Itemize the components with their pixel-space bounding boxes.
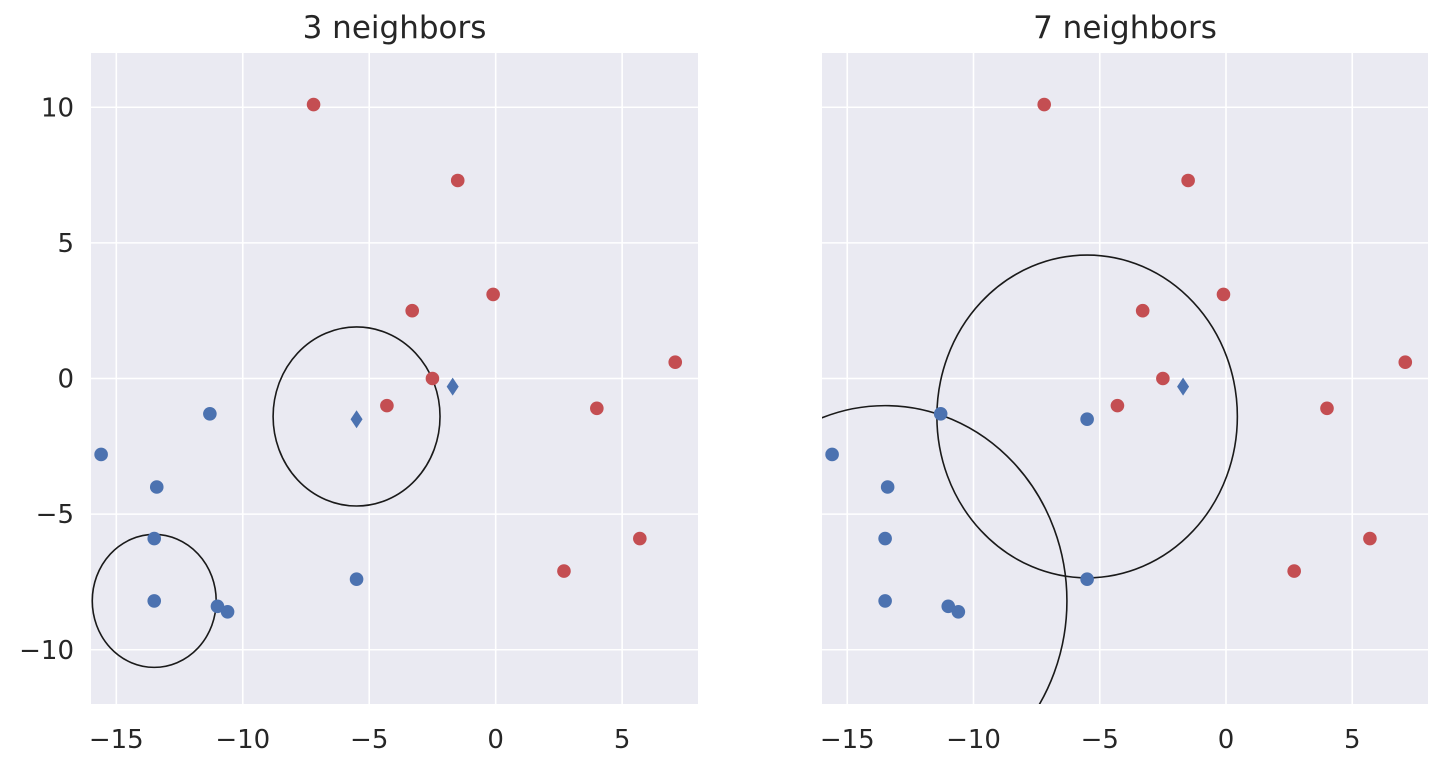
panel-2: 7 neighbors −15 −10 −5 0 5 [820, 10, 1428, 755]
diamond-point [350, 410, 363, 429]
scatter-point [147, 594, 162, 608]
plot-content [822, 97, 1413, 704]
scatter-point [1181, 173, 1195, 188]
scatter-point [557, 564, 571, 578]
scatter-point [668, 355, 683, 370]
scatter-point [1320, 401, 1334, 416]
x-tick-label: 5 [1344, 725, 1361, 755]
scatter-point [220, 604, 235, 619]
scatter-point [94, 447, 108, 462]
scatter-point [450, 173, 465, 188]
scatter-point [878, 531, 892, 546]
scatter-point [210, 599, 225, 614]
x-tick-label: −10 [215, 725, 270, 755]
scatter-point [1037, 97, 1051, 112]
scatter-point [1080, 412, 1094, 426]
plot-content [91, 97, 683, 669]
scatter-point [380, 398, 394, 413]
x-tick-label: −15 [820, 725, 875, 755]
scatter-point [1110, 398, 1125, 413]
scatter-point [878, 594, 892, 608]
scatter-point [1135, 303, 1150, 318]
scatter-point [306, 97, 321, 112]
scatter-point [933, 406, 948, 421]
x-tick-label: −5 [350, 725, 388, 755]
scatter-point [1287, 564, 1301, 578]
x-tick-label: 0 [487, 725, 504, 755]
scatter-point [405, 303, 420, 318]
x-tick-label: −5 [1081, 725, 1119, 755]
scatter-point [1216, 287, 1231, 302]
chart-title: 3 neighbors [303, 10, 487, 46]
x-tick-label: 5 [614, 725, 631, 755]
y-tick-label: 10 [41, 93, 74, 123]
chart-title: 7 neighbors [1033, 10, 1217, 46]
neighbor-circle [822, 404, 1068, 704]
neighbor-circle [272, 326, 441, 507]
y-tick-label: −5 [36, 500, 74, 530]
x-tick-label: −10 [946, 725, 1001, 755]
scatter-point [349, 572, 364, 587]
scatter-point [951, 604, 966, 619]
x-tick-label: −15 [89, 725, 144, 755]
scatter-point [941, 599, 956, 614]
scatter-point [147, 531, 162, 546]
y-tick-label: 0 [57, 365, 74, 395]
scatter-point [1080, 572, 1094, 587]
x-tick-label: 0 [1218, 725, 1235, 755]
scatter-point [1156, 371, 1170, 386]
scatter-point [149, 480, 164, 494]
scatter-point [633, 531, 647, 546]
panel-1: 3 neighbors −15 −10 −5 0 5 −10 −5 0 5 10 [19, 10, 698, 755]
scatter-point [1398, 355, 1413, 370]
scatter-point [1363, 531, 1377, 546]
diamond-point [446, 377, 459, 396]
diamond-point [1177, 377, 1190, 396]
scatter-point [486, 287, 500, 302]
scatter-point [590, 401, 604, 416]
scatter-point [880, 480, 895, 494]
scatter-point [203, 406, 217, 421]
scatter-point [425, 371, 440, 386]
y-tick-label: −10 [19, 636, 74, 666]
y-tick-label: 5 [57, 229, 74, 259]
scatter-point [825, 447, 839, 462]
